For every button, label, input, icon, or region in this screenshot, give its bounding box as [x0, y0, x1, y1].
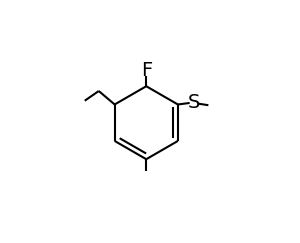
Text: S: S	[188, 94, 200, 113]
Text: F: F	[141, 61, 152, 80]
